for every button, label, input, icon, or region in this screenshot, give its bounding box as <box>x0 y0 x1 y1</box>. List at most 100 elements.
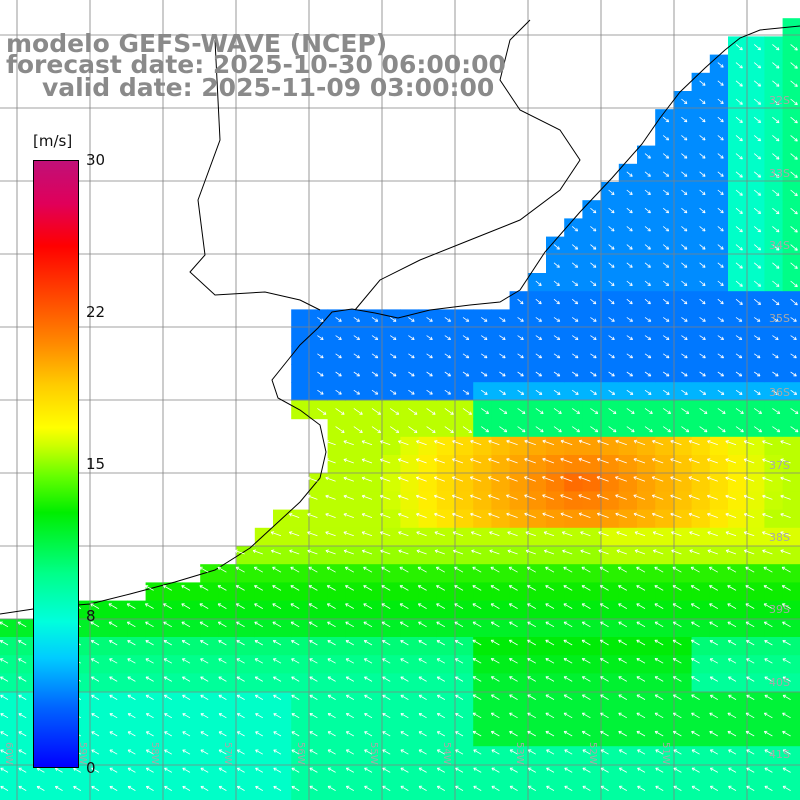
wind-arrow <box>470 458 482 464</box>
wind-arrow <box>18 658 27 664</box>
wind-arrow <box>672 566 682 573</box>
wind-arrow-head <box>523 428 526 432</box>
wind-arrow-head <box>721 191 724 195</box>
wind-arrow <box>780 459 791 464</box>
wind-cell <box>345 564 365 583</box>
wind-cell <box>291 509 310 529</box>
wind-cell <box>182 691 201 711</box>
wind-arrow <box>327 585 336 591</box>
wind-arrow-head <box>653 531 657 533</box>
wind-arrow-head <box>596 428 599 432</box>
wind-arrow-head <box>400 695 403 699</box>
wind-cell <box>200 709 219 729</box>
wind-arrow <box>782 621 791 628</box>
wind-arrow-head <box>691 767 694 771</box>
wind-arrow-head <box>562 549 566 551</box>
wind-cell <box>527 746 547 765</box>
wind-arrow-head <box>362 513 366 515</box>
wind-arrow-head <box>636 621 639 625</box>
wind-arrow <box>108 603 118 609</box>
wind-arrow <box>626 244 633 250</box>
wind-arrow-head <box>776 336 779 340</box>
wind-arrow-head <box>546 786 549 790</box>
wind-cell <box>546 618 565 638</box>
wind-arrow-head <box>630 300 633 304</box>
wind-arrow-head <box>631 354 633 358</box>
wind-arrow-head <box>430 354 433 358</box>
wind-cell <box>600 564 620 583</box>
wind-arrow <box>600 694 609 700</box>
wind-cell <box>254 582 274 602</box>
wind-arrow-head <box>722 336 724 340</box>
wind-arrow <box>689 550 700 555</box>
wind-cell <box>291 709 310 729</box>
wind-arrow-head <box>506 512 510 514</box>
wind-cell <box>327 728 347 747</box>
wind-arrow <box>662 335 670 340</box>
wind-arrow <box>699 135 706 141</box>
wind-arrow <box>364 694 373 700</box>
wind-arrow <box>488 495 500 500</box>
wind-cell <box>400 746 420 765</box>
wind-arrow-head <box>307 494 311 497</box>
wind-arrow-head <box>688 476 692 478</box>
wind-arrow <box>691 785 700 791</box>
wind-arrow <box>590 262 597 268</box>
wind-arrow <box>644 244 651 250</box>
wind-arrow <box>618 694 627 700</box>
wind-arrow-head <box>739 67 743 69</box>
wind-arrow <box>582 712 591 719</box>
wind-arrow-head <box>705 410 708 414</box>
wind-arrow <box>291 694 300 700</box>
wind-arrow-head <box>707 531 711 533</box>
wind-arrow <box>273 786 282 791</box>
wind-arrow <box>735 298 743 305</box>
wind-arrow-head <box>455 786 458 790</box>
wind-arrow-head <box>270 531 274 535</box>
wind-arrow-head <box>362 458 366 460</box>
wind-arrow <box>681 262 688 268</box>
wind-arrow <box>325 495 336 500</box>
wind-arrow-head <box>777 119 780 123</box>
wind-arrow-head <box>796 210 798 215</box>
wind-cell <box>200 764 219 784</box>
wind-arrow-head <box>360 411 363 415</box>
wind-arrow-head <box>382 658 385 662</box>
wind-arrow-head <box>524 513 527 517</box>
wind-cell <box>691 764 711 784</box>
wind-cell <box>491 564 511 583</box>
wind-arrow <box>654 731 664 737</box>
wind-arrow-head <box>164 749 167 753</box>
wind-arrow <box>380 459 391 464</box>
wind-arrow-head <box>794 176 798 178</box>
wind-arrow-head <box>709 713 712 716</box>
wind-cell <box>473 491 492 511</box>
wind-cell <box>345 709 365 729</box>
wind-arrow-head <box>18 749 21 753</box>
wind-cell <box>327 637 347 656</box>
wind-arrow-head <box>345 695 349 699</box>
wind-cell <box>436 764 456 784</box>
wind-arrow-head <box>727 621 730 625</box>
lat-label: 37S <box>769 459 790 472</box>
wind-arrow <box>596 494 609 500</box>
wind-cell <box>418 546 438 565</box>
wind-arrow-head <box>781 567 784 571</box>
wind-arrow <box>408 335 415 340</box>
wind-arrow <box>470 476 482 482</box>
wind-arrow <box>735 317 743 322</box>
wind-cell <box>273 637 292 656</box>
wind-cell <box>291 600 310 620</box>
wind-arrow-head <box>182 749 185 753</box>
wind-arrow <box>381 621 391 628</box>
wind-arrow <box>73 767 81 773</box>
wind-arrow <box>717 426 726 433</box>
wind-arrow <box>728 767 737 773</box>
wind-arrow <box>560 476 573 482</box>
wind-arrow-head <box>728 676 731 680</box>
wind-arrow-head <box>199 585 202 589</box>
wind-cell <box>637 491 656 511</box>
wind-arrow-head <box>703 264 706 268</box>
wind-arrow <box>361 459 373 464</box>
wind-cell <box>618 673 638 693</box>
